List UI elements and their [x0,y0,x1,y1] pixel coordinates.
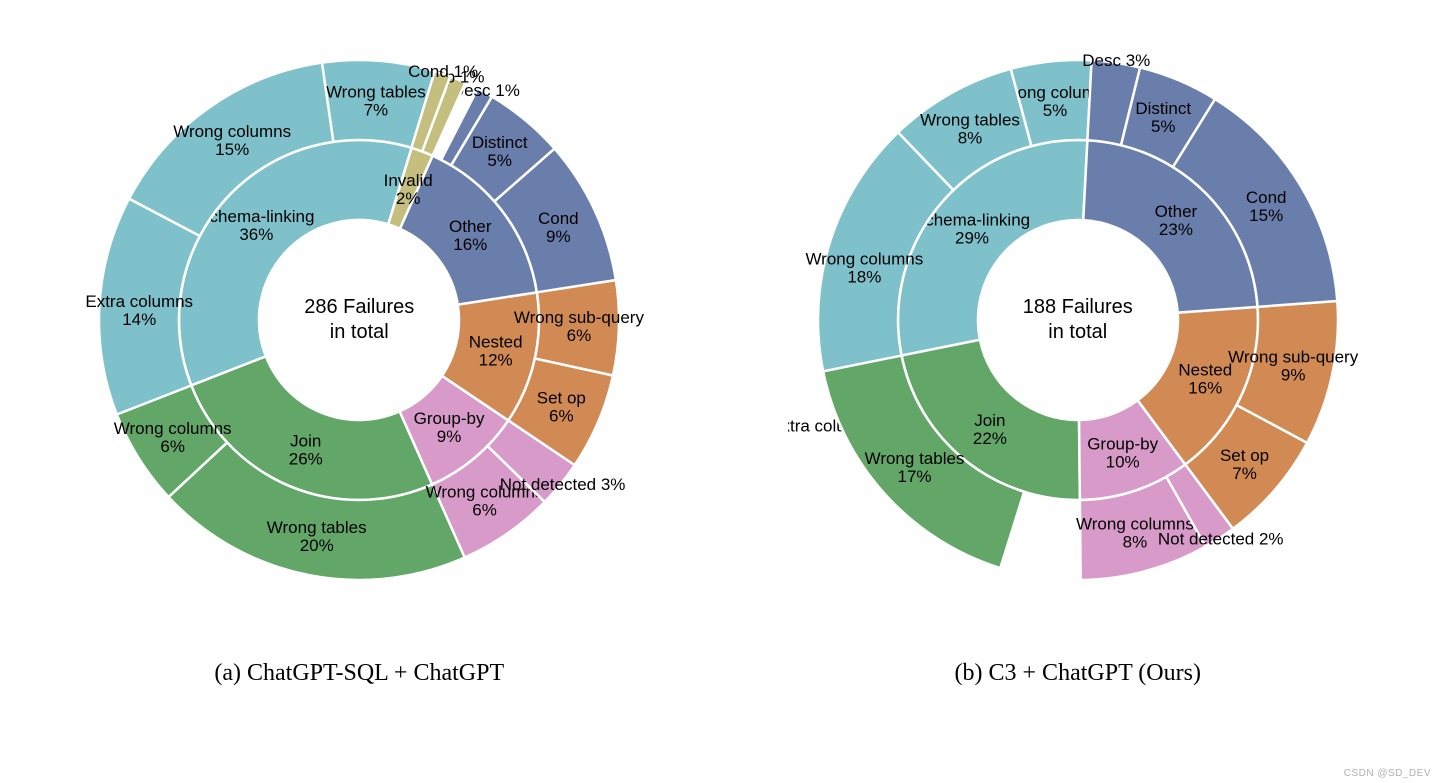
inner-0-pct: 36% [240,225,274,244]
inner-5-label: Invalid [384,171,433,190]
outer-8-label: Wrong sub-query [1228,348,1359,367]
outer-1-pct: 15% [215,140,249,159]
outer-9-pct: 9% [546,227,571,246]
inner-4-label: Other [1154,202,1197,221]
donut-a-center-line2: in total [330,321,389,343]
inner-2-label: Group-by [414,409,485,428]
outer-7-label: Set op [1220,446,1269,465]
inner-1-pct: 22% [973,429,1007,448]
inner-2-label: Group-by [1087,435,1158,454]
donut-b: Schema-linking29%Join22%Group-by10%Neste… [788,30,1368,610]
inner-5-pct: 2% [396,189,421,208]
inner-0-pct: 29% [955,229,989,248]
donut-a-center: 286 Failures in total [304,295,414,345]
caption-a: (a) ChatGPT-SQL + ChatGPT [214,660,504,687]
inner-1-label: Join [974,411,1005,430]
donut-b-center: 188 Failures in total [1023,295,1133,345]
outer-7-pct: 6% [549,406,574,425]
inner-2-pct: 9% [437,427,462,446]
outer-1-label: Wrong columns [174,122,292,141]
inner-3-label: Nested [469,332,523,351]
outer-2-label: Wrong columns [805,250,923,269]
outer-8-pct: 9% [1281,366,1306,385]
outer-0-pct: 5% [1042,101,1067,120]
caption-b: (b) C3 + ChatGPT (Ours) [955,660,1201,687]
inner-2-pct: 10% [1105,453,1139,472]
inner-1-pct: 26% [289,449,323,468]
donut-b-center-line1: 188 Failures [1023,296,1133,318]
outer-2-label: Extra columns [86,292,194,311]
outer-1-label: Wrong tables [920,110,1020,129]
outer-9-label: Cond [538,209,579,228]
donut-b-center-line2: in total [1048,321,1107,343]
inner-1-label: Join [290,431,321,450]
outer-0-pct: 7% [364,101,389,120]
outer-8-pct: 6% [567,326,592,345]
outer-3-pct: 6% [161,437,186,456]
outer-10-pct: 5% [488,151,513,170]
outer-6-label: Not detected 3% [500,475,626,494]
inner-4-pct: 16% [454,235,488,254]
outer-5-pct: 8% [1122,533,1147,552]
panel-b: Schema-linking29%Join22%Group-by10%Neste… [748,30,1408,687]
inner-3-pct: 12% [479,350,513,369]
outer-11-label: Desc 3% [1082,51,1150,70]
outer-2-pct: 18% [847,268,881,287]
outer-0-label: Wrong tables [326,83,426,102]
outer-13-label: Cond 1% [408,62,478,81]
panel-a: Schema-linking36%Join26%Group-by9%Nested… [29,30,689,687]
inner-4-pct: 23% [1159,220,1193,239]
outer-8-label: Wrong sub-query [514,308,645,327]
inner-3-label: Nested [1178,360,1232,379]
outer-9-label: Cond [1246,188,1287,207]
watermark: CSDN @SD_DEV [1344,768,1431,779]
outer-5-pct: 6% [472,501,497,520]
inner-4-label: Other [449,217,492,236]
outer-10-label: Distinct [472,133,528,152]
outer-10-pct: 5% [1151,117,1176,136]
outer-2-pct: 14% [122,310,156,329]
outer-3-label: Wrong columns [114,419,232,438]
outer-4-label: Wrong tables [864,449,964,468]
outer-7-pct: 7% [1232,464,1257,483]
donut-a-center-line1: 286 Failures [304,296,414,318]
outer-4-pct: 17% [897,467,931,486]
donut-a: Schema-linking36%Join26%Group-by9%Nested… [69,30,649,610]
sunburst-figure: Schema-linking36%Join26%Group-by9%Nested… [0,0,1437,687]
outer-4-pct: 20% [300,536,334,555]
outer-10-label: Distinct [1135,99,1191,118]
inner-3-pct: 16% [1188,378,1222,397]
outer-6-label: Not detected 2% [1158,530,1284,549]
outer-4-label: Wrong tables [267,518,367,537]
outer-1-pct: 8% [957,128,982,147]
outer-9-pct: 15% [1249,206,1283,225]
outer-7-label: Set op [537,388,586,407]
